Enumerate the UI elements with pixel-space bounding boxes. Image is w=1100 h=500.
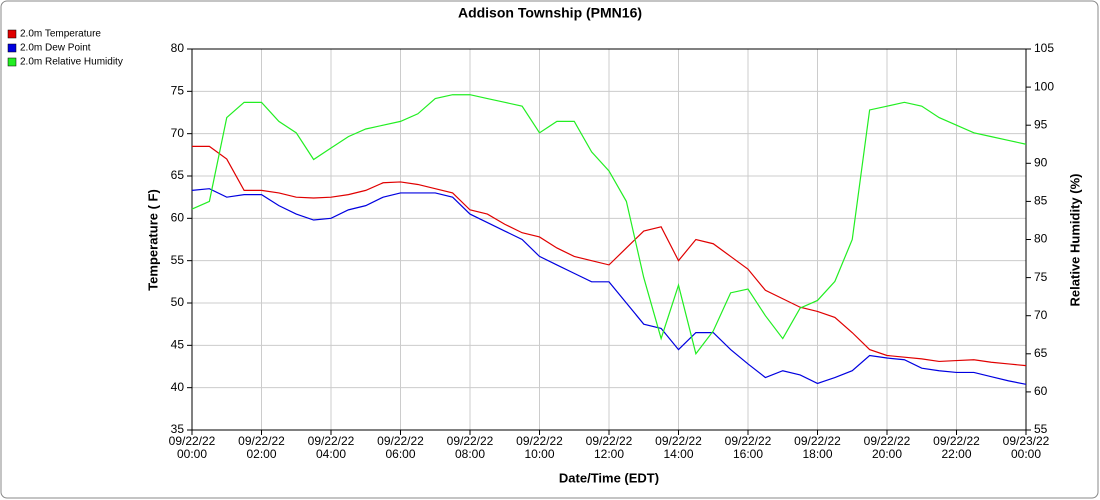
x-tick-label: 09/22/22 16:00: [725, 434, 772, 461]
y-tick-label: 75: [171, 84, 185, 98]
legend-swatch: [7, 57, 17, 67]
y2-tick-label: 95: [1034, 117, 1048, 131]
series-line: [192, 145, 1027, 367]
x-tick-label: 09/22/22 12:00: [586, 434, 633, 461]
x-tick-label: 09/22/22 22:00: [933, 434, 980, 461]
x-tick-label: 09/22/22 18:00: [794, 434, 841, 461]
x-tick-label: 09/22/22 10:00: [516, 434, 563, 461]
y-axis-title: Temperature ( F): [145, 189, 160, 291]
x-tick-label: 09/22/22 06:00: [377, 434, 424, 461]
y2-tick-label: 75: [1034, 270, 1048, 284]
y2-tick-label: 100: [1034, 79, 1054, 93]
series-line: [191, 94, 1027, 356]
y2-tick-label: 85: [1034, 194, 1048, 208]
x-tick-label: 09/22/22 04:00: [308, 434, 355, 461]
y2-tick-label: 60: [1034, 384, 1048, 398]
x-tick-label: 09/22/22 14:00: [655, 434, 702, 461]
y-tick-label: 50: [171, 295, 185, 309]
y-tick-label: 55: [171, 253, 185, 267]
legend-label: 2.0m Dew Point: [20, 43, 91, 54]
y-tick-label: 80: [171, 41, 185, 55]
chart-title: Addison Township (PMN16): [458, 5, 642, 21]
x-tick-label: 09/22/22 08:00: [447, 434, 494, 461]
y2-tick-label: 70: [1034, 308, 1048, 322]
y-tick-label: 45: [171, 338, 185, 352]
y-tick-label: 40: [171, 380, 185, 394]
y2-tick-label: 105: [1034, 41, 1054, 55]
legend-label: 2.0m Relative Humidity: [20, 57, 123, 68]
legend-swatch: [7, 29, 17, 39]
legend-swatch: [7, 43, 17, 53]
x-tick-label: 09/23/22 00:00: [1003, 434, 1050, 461]
y-tick-label: 65: [171, 168, 185, 182]
y2-tick-label: 55: [1034, 422, 1048, 436]
x-tick-label: 09/22/22 02:00: [238, 434, 285, 461]
y-tick-label: 60: [171, 211, 185, 225]
legend-label: 2.0m Temperature: [20, 29, 101, 40]
x-tick-label: 09/22/22 20:00: [864, 434, 911, 461]
y2-tick-label: 80: [1034, 232, 1048, 246]
y-tick-label: 70: [171, 126, 185, 140]
plot-area: [191, 48, 1027, 431]
x-axis-title: Date/Time (EDT): [559, 470, 659, 485]
y2-axis-title: Relative Humidity (%): [1067, 174, 1082, 307]
series-line: [191, 188, 1027, 385]
y2-tick-label: 90: [1034, 155, 1048, 169]
x-tick-label: 09/22/22 00:00: [169, 434, 216, 461]
y-tick-label: 35: [171, 422, 185, 436]
y2-tick-label: 65: [1034, 346, 1048, 360]
